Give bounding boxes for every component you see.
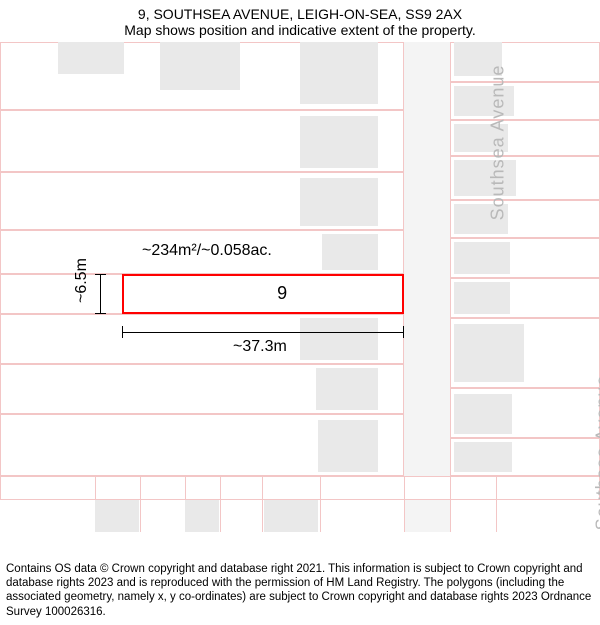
building-footprint: [318, 420, 378, 472]
building-footprint: [454, 442, 512, 472]
building-footprint: [95, 500, 139, 532]
page-title: 9, SOUTHSEA AVENUE, LEIGH-ON-SEA, SS9 2A…: [10, 6, 590, 22]
parcel-divider: [496, 476, 497, 532]
footer-copyright: Contains OS data © Crown copyright and d…: [0, 558, 600, 625]
page-subtitle: Map shows position and indicative extent…: [10, 22, 590, 38]
height-dim-bar: [100, 274, 101, 314]
height-label: ~6.5m: [73, 258, 91, 303]
building-footprint: [454, 394, 512, 434]
building-footprint: [300, 42, 378, 104]
road: [404, 42, 450, 532]
building-footprint: [300, 318, 378, 360]
building-footprint: [264, 500, 318, 532]
map-canvas: Southsea Avenue Southsea Avenue 9 ~234m²/~0…: [0, 42, 600, 532]
plot-number: 9: [277, 283, 287, 304]
building-footprint: [322, 234, 378, 270]
building-footprint: [454, 282, 510, 314]
height-dim-tick: [95, 313, 106, 314]
building-footprint: [300, 116, 378, 168]
building-footprint: [300, 178, 378, 226]
height-dim-tick: [95, 274, 106, 275]
parcel-divider: [450, 476, 451, 532]
building-footprint: [185, 500, 219, 532]
building-footprint: [454, 242, 510, 274]
width-label: ~37.3m: [233, 338, 287, 356]
parcel: [0, 476, 600, 500]
building-footprint: [316, 368, 378, 410]
road-label: Southsea Avenue: [487, 65, 508, 221]
building-footprint: [454, 324, 524, 382]
road-label: Southsea Avenue: [592, 375, 600, 531]
width-dim-bar: [122, 332, 404, 333]
parcel-divider: [320, 476, 321, 532]
parcel-divider: [404, 476, 405, 532]
parcel-divider: [262, 476, 263, 532]
parcel-divider: [220, 476, 221, 532]
width-dim-tick: [122, 326, 123, 338]
header: 9, SOUTHSEA AVENUE, LEIGH-ON-SEA, SS9 2A…: [0, 0, 600, 40]
parcel-divider: [140, 476, 141, 532]
width-dim-tick: [403, 326, 404, 338]
area-label: ~234m²/~0.058ac.: [142, 242, 272, 260]
building-footprint: [58, 42, 124, 74]
building-footprint: [160, 42, 240, 90]
property-highlight: [122, 274, 404, 314]
